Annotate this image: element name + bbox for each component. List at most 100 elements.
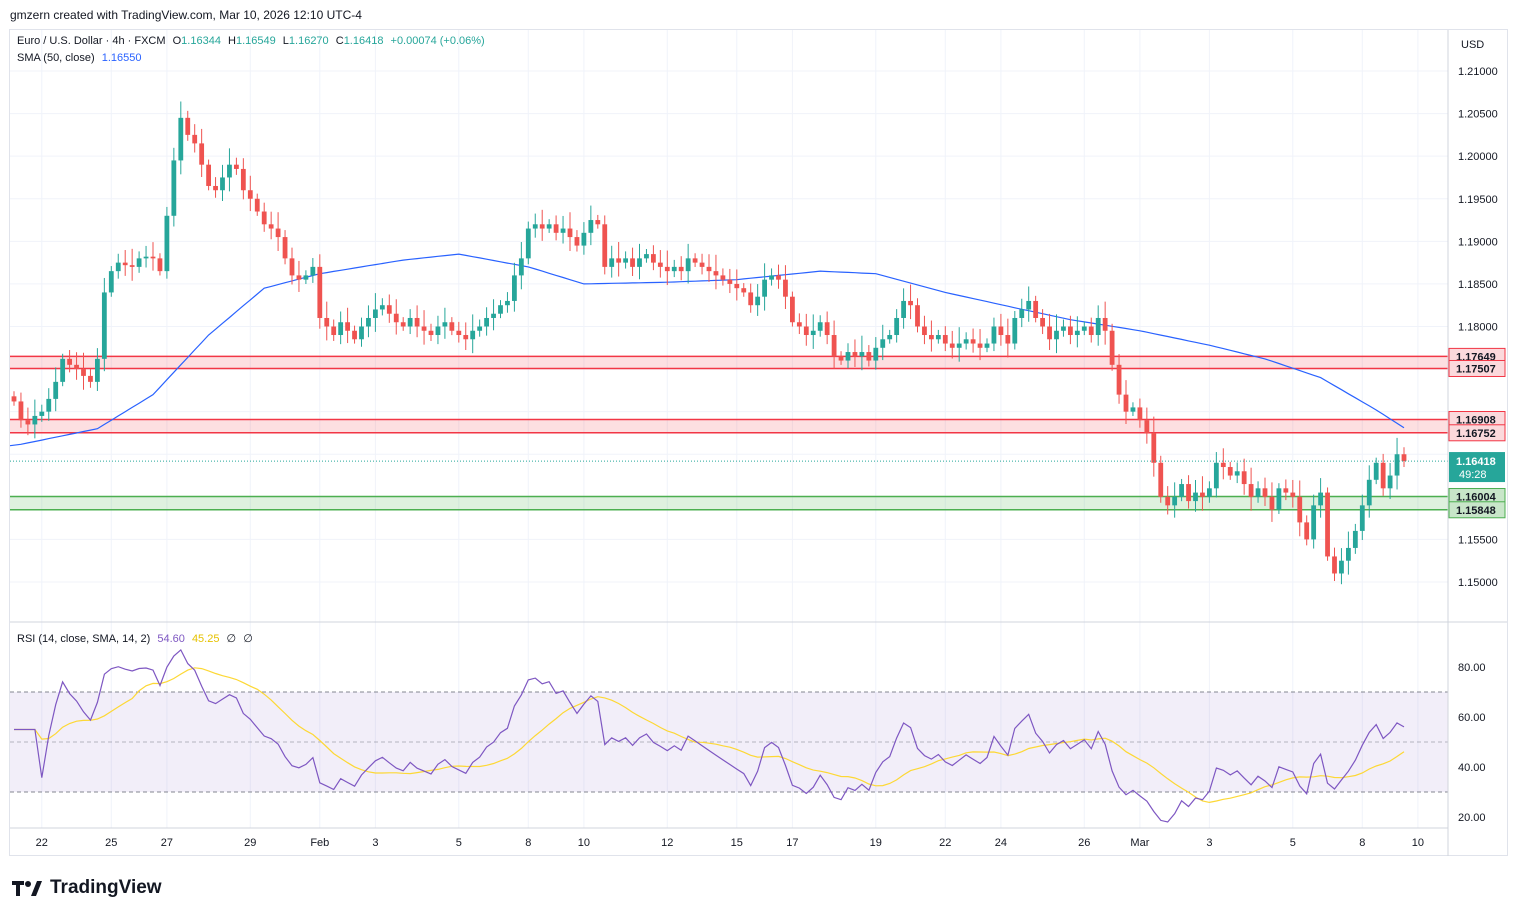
candle bbox=[282, 230, 288, 265]
time-tick-label: 19 bbox=[870, 837, 882, 849]
candle bbox=[150, 242, 156, 271]
candle-body bbox=[1213, 462, 1219, 489]
candle bbox=[1019, 298, 1025, 328]
candle-body bbox=[1325, 492, 1330, 557]
candle bbox=[796, 313, 802, 335]
candle bbox=[755, 284, 761, 316]
chart-panel[interactable] bbox=[9, 29, 1508, 856]
candle-body bbox=[108, 271, 114, 293]
candle bbox=[831, 320, 837, 369]
candle-body bbox=[644, 254, 649, 259]
candle bbox=[512, 262, 517, 312]
candle bbox=[623, 251, 628, 269]
candle bbox=[984, 338, 990, 353]
candle-body bbox=[567, 228, 573, 238]
candle-body bbox=[1019, 309, 1025, 318]
candle bbox=[915, 298, 920, 333]
candle-body bbox=[39, 411, 45, 416]
candle-body bbox=[803, 326, 809, 336]
symbol-name[interactable]: Euro / U.S. Dollar · 4h · FXCM bbox=[17, 35, 166, 47]
candle-body bbox=[1227, 467, 1233, 476]
candle bbox=[171, 147, 177, 227]
candle bbox=[880, 324, 886, 361]
candle bbox=[373, 293, 378, 332]
candle bbox=[227, 148, 232, 192]
brand-name: TradingView bbox=[50, 877, 162, 898]
candle bbox=[11, 391, 17, 406]
candle-body bbox=[963, 339, 969, 344]
zone-price-label: 1.16908 bbox=[1456, 415, 1496, 427]
candle-body bbox=[790, 296, 795, 323]
candle bbox=[1234, 462, 1240, 484]
candle-body bbox=[456, 330, 462, 336]
candle bbox=[421, 310, 427, 345]
candle bbox=[1179, 478, 1184, 502]
currency-label[interactable]: USD bbox=[1461, 39, 1484, 51]
candle bbox=[261, 202, 267, 232]
candle-body bbox=[1116, 364, 1122, 395]
candle bbox=[484, 307, 489, 336]
candle bbox=[887, 329, 893, 344]
sma-legend[interactable]: SMA (50, close) 1.16550 bbox=[17, 52, 145, 64]
rsi-legend[interactable]: RSI (14, close, SMA, 14, 2) 54.60 45.25 … bbox=[17, 632, 257, 645]
candle bbox=[129, 248, 135, 281]
candle-body bbox=[984, 343, 990, 348]
candle bbox=[727, 268, 733, 294]
sma-line bbox=[9, 253, 1405, 447]
candle bbox=[206, 159, 211, 191]
candle bbox=[1012, 310, 1018, 350]
candle bbox=[386, 294, 392, 323]
candle-body bbox=[1026, 300, 1032, 310]
candle-body bbox=[651, 254, 656, 263]
time-tick-label: 27 bbox=[161, 837, 173, 849]
candle-body bbox=[171, 160, 177, 216]
rsi-tick-label: 40.00 bbox=[1458, 762, 1486, 774]
rsi-ma-line bbox=[14, 667, 1405, 804]
price-tick-label: 1.18500 bbox=[1458, 279, 1498, 291]
price-zones bbox=[10, 355, 1448, 511]
price-tick-label: 1.21000 bbox=[1458, 66, 1498, 78]
candle-body bbox=[908, 300, 913, 306]
candle bbox=[1366, 465, 1372, 518]
candle bbox=[366, 305, 371, 338]
candle bbox=[901, 288, 906, 329]
candle bbox=[956, 327, 962, 362]
candle-body bbox=[1283, 488, 1289, 493]
candle-body bbox=[602, 224, 608, 267]
candle bbox=[1359, 494, 1365, 541]
candle-body bbox=[421, 326, 427, 331]
candle-body bbox=[942, 335, 948, 344]
candle-body bbox=[1318, 492, 1323, 506]
candle bbox=[1165, 486, 1171, 515]
candle-body bbox=[1276, 488, 1282, 510]
candle bbox=[616, 242, 622, 277]
candle-body bbox=[1054, 330, 1059, 340]
time-tick-label: 22 bbox=[939, 837, 951, 849]
candle-body bbox=[11, 396, 17, 402]
candle-body bbox=[1033, 300, 1039, 318]
candle bbox=[1040, 309, 1045, 335]
candle bbox=[977, 329, 983, 361]
candle bbox=[1332, 547, 1337, 582]
candle-body bbox=[1297, 496, 1303, 523]
candle bbox=[1325, 487, 1330, 561]
candle bbox=[734, 269, 740, 301]
tradingview-logo[interactable]: TradingView bbox=[12, 877, 162, 899]
candle bbox=[567, 212, 573, 251]
candle bbox=[178, 101, 184, 175]
candle bbox=[101, 277, 107, 372]
candle-body bbox=[1068, 326, 1073, 336]
candle bbox=[873, 337, 879, 370]
time-tick-label: 5 bbox=[456, 837, 462, 849]
candle bbox=[741, 283, 747, 297]
candle bbox=[345, 307, 350, 344]
candle bbox=[234, 157, 239, 175]
candle bbox=[407, 309, 413, 335]
candle bbox=[602, 215, 608, 275]
axes: 1.21000 1.20500 1.20000 1.19500 1.19000 1.185… bbox=[10, 30, 1507, 856]
candle-body bbox=[1304, 522, 1310, 540]
candle-body bbox=[1151, 432, 1157, 463]
candle bbox=[164, 206, 170, 279]
candle bbox=[60, 353, 66, 387]
